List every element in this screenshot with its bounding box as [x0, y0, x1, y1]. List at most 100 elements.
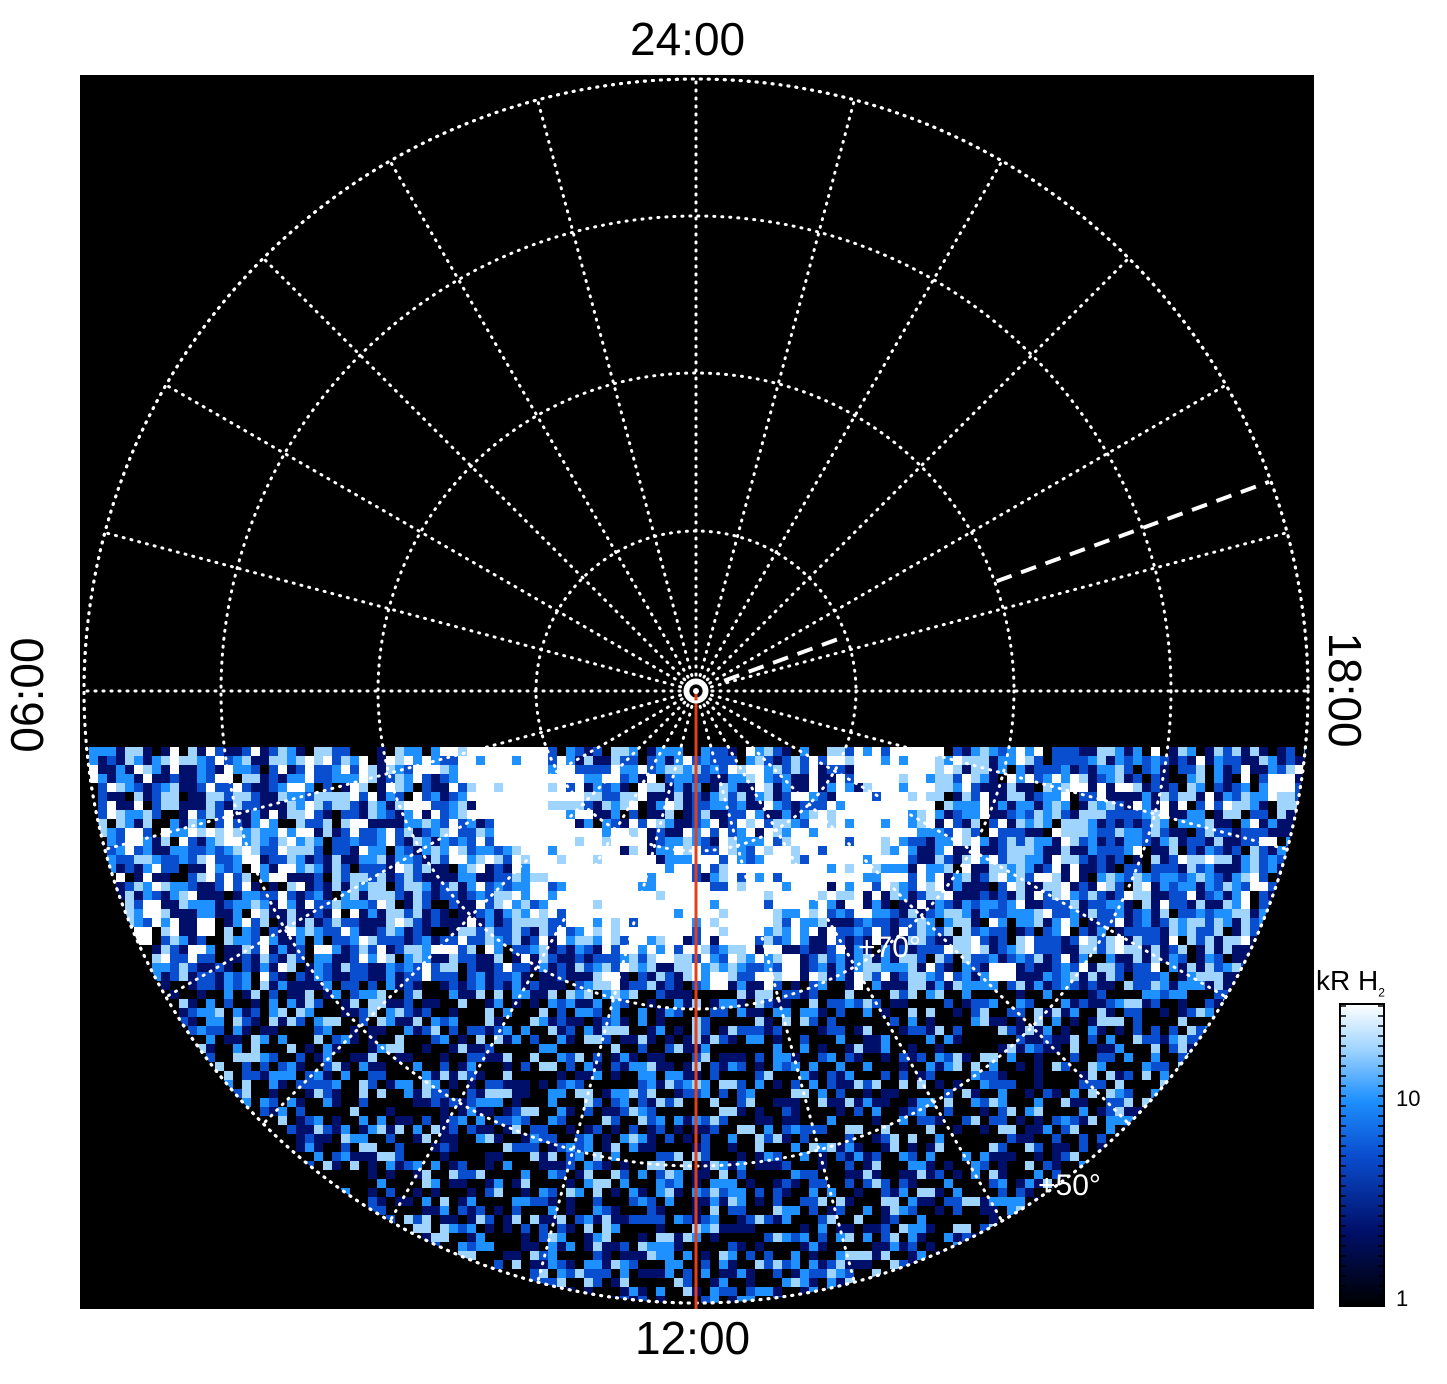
emission-cell [1070, 1152, 1079, 1161]
emission-cell [863, 1044, 872, 1053]
emission-cell [953, 936, 962, 954]
emission-cell [584, 1233, 593, 1242]
emission-cell [494, 1188, 503, 1197]
emission-cell [458, 1179, 467, 1188]
emission-cell [305, 801, 314, 819]
emission-cell [818, 1242, 827, 1251]
emission-cell [1034, 936, 1043, 954]
emission-cell [188, 1008, 197, 1017]
emission-cell [1124, 1008, 1133, 1017]
emission-cell [764, 783, 773, 801]
emission-cell [728, 1107, 737, 1116]
emission-cell [638, 1116, 647, 1125]
emission-cell [1286, 774, 1295, 792]
emission-cell [638, 1170, 647, 1179]
emission-cell [1178, 828, 1187, 846]
emission-cell [170, 900, 179, 918]
colorbar-tick-10: 10 [1396, 1086, 1421, 1111]
emission-cell [908, 1026, 917, 1035]
emission-cell [764, 1134, 773, 1143]
emission-cell [611, 1224, 620, 1233]
emission-cell [1070, 1008, 1079, 1017]
emission-cell [899, 1080, 908, 1089]
emission-cell [476, 990, 485, 999]
emission-cell [899, 1062, 908, 1071]
emission-cell [575, 1008, 584, 1017]
emission-cell [1034, 810, 1043, 828]
emission-cell [1097, 972, 1106, 990]
emission-cell [656, 1017, 665, 1026]
emission-cell [953, 1206, 962, 1215]
emission-cell [899, 1071, 908, 1080]
emission-cell [278, 927, 287, 945]
emission-cell [683, 837, 692, 855]
emission-cell [1133, 1008, 1142, 1017]
local-time-label-06: 06:00 [1, 637, 53, 753]
emission-cell [251, 1035, 260, 1044]
emission-cell [368, 1188, 377, 1197]
emission-cell [782, 1179, 791, 1188]
emission-cell [854, 1260, 863, 1269]
emission-cell [989, 1062, 998, 1071]
emission-cell [683, 1089, 692, 1098]
emission-cell [161, 891, 170, 909]
emission-cell [755, 1035, 764, 1044]
emission-cell [872, 900, 881, 918]
emission-cell [1115, 963, 1124, 981]
emission-cell [620, 792, 629, 810]
emission-cell [719, 1179, 728, 1188]
emission-cell [395, 747, 404, 765]
emission-cell [404, 1008, 413, 1017]
emission-cell [1187, 855, 1196, 873]
emission-cell [890, 1260, 899, 1269]
emission-cell [1169, 954, 1178, 972]
emission-cell [566, 1224, 575, 1233]
emission-cell [251, 810, 260, 828]
emission-cell [1250, 873, 1259, 891]
emission-cell [845, 1098, 854, 1107]
emission-cell [224, 981, 233, 990]
emission-cell [629, 1197, 638, 1206]
emission-cell [593, 1098, 602, 1107]
emission-cell [422, 999, 431, 1008]
emission-cell [926, 1197, 935, 1206]
emission-cell [926, 1062, 935, 1071]
emission-cell [269, 792, 278, 810]
emission-cell [269, 990, 278, 999]
emission-cell [1079, 1116, 1088, 1125]
emission-cell [359, 1125, 368, 1134]
emission-cell [440, 1071, 449, 1080]
emission-cell [395, 828, 404, 846]
emission-cell [710, 1035, 719, 1044]
emission-cell [728, 1251, 737, 1260]
emission-cell [809, 1206, 818, 1215]
emission-cell [845, 1233, 854, 1242]
emission-cell [89, 765, 98, 783]
emission-cell [998, 1188, 1007, 1197]
emission-cell [323, 1017, 332, 1026]
emission-cell [647, 1071, 656, 1080]
emission-cell [935, 1062, 944, 1071]
emission-cell [188, 1017, 197, 1026]
emission-cell [125, 837, 134, 855]
emission-cell [1214, 954, 1223, 972]
emission-cell [413, 1062, 422, 1071]
emission-cell [467, 1098, 476, 1107]
emission-cell [620, 1098, 629, 1107]
emission-cell [404, 1089, 413, 1098]
emission-cell [656, 1152, 665, 1161]
emission-cell [701, 1170, 710, 1179]
emission-cell [593, 1197, 602, 1206]
emission-cell [1151, 1026, 1160, 1035]
emission-cell [485, 909, 494, 927]
emission-cell [836, 1098, 845, 1107]
emission-cell [998, 936, 1007, 954]
emission-cell [611, 765, 620, 783]
emission-cell [161, 792, 170, 810]
emission-cell [314, 1134, 323, 1143]
emission-cell [305, 837, 314, 855]
emission-cell [431, 846, 440, 864]
emission-cell [764, 1116, 773, 1125]
emission-cell [647, 1197, 656, 1206]
emission-cell [629, 765, 638, 783]
